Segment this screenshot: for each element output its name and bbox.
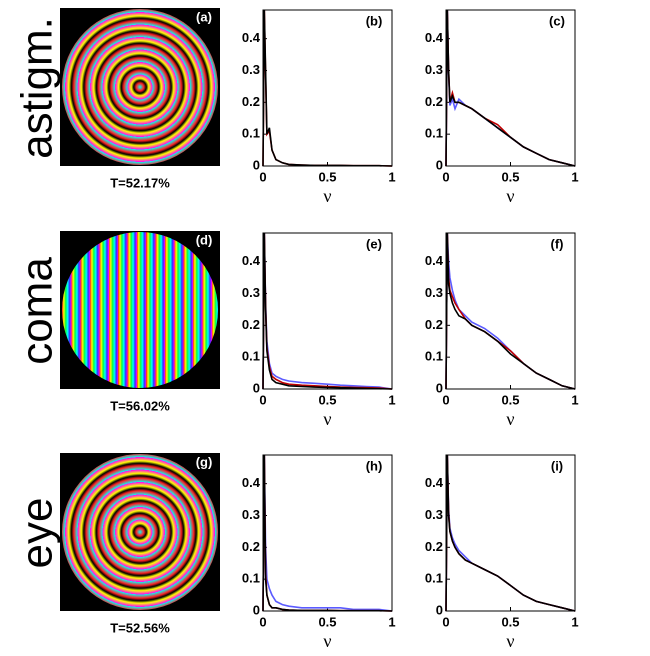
row-label: astigm.	[13, 17, 62, 159]
x-tick-label: 0.5	[501, 392, 519, 407]
plot-frame	[262, 232, 393, 390]
y-tick-label: 0.2	[242, 94, 260, 109]
curve	[445, 454, 576, 612]
x-tick-label: 1	[571, 614, 578, 629]
curve	[262, 232, 393, 390]
curve	[445, 454, 576, 612]
caption: T=52.17%	[110, 175, 170, 190]
x-tick-label: 0.5	[501, 614, 519, 629]
x-tick-label: 1	[571, 169, 578, 184]
y-tick-label: 0	[436, 380, 443, 395]
plot-frame	[445, 454, 576, 612]
phase-image	[62, 454, 218, 610]
y-tick-label: 0.1	[425, 349, 443, 364]
x-axis-label: ν	[323, 409, 331, 429]
x-tick-label: 0	[442, 392, 449, 407]
y-tick-label: 0.1	[242, 126, 260, 141]
x-tick-label: 0.5	[318, 614, 336, 629]
x-tick-label: 0.5	[318, 169, 336, 184]
y-tick-label: 0.1	[425, 126, 443, 141]
panel-label: (c)	[549, 13, 565, 28]
plot-frame	[262, 454, 393, 612]
curve	[445, 9, 576, 167]
x-tick-label: 1	[388, 169, 395, 184]
curve	[262, 9, 393, 167]
y-tick-label: 0	[253, 602, 260, 617]
curve	[262, 232, 393, 390]
x-tick-label: 0	[259, 169, 266, 184]
y-tick-label: 0.4	[242, 253, 261, 268]
y-tick-label: 0.4	[425, 253, 444, 268]
x-axis-label: ν	[506, 186, 514, 206]
y-tick-label: 0.4	[242, 475, 261, 490]
curve	[262, 9, 393, 167]
panel-label: (e)	[366, 236, 382, 251]
curve	[262, 454, 393, 612]
y-tick-label: 0.2	[425, 539, 443, 554]
plot-frame	[262, 9, 393, 167]
panel-label: (b)	[366, 13, 383, 28]
x-axis-label: ν	[323, 186, 331, 206]
y-tick-label: 0.2	[242, 317, 260, 332]
x-tick-label: 0	[442, 169, 449, 184]
curve	[262, 232, 393, 390]
plot-frame	[445, 9, 576, 167]
plot-frame	[445, 232, 576, 390]
x-tick-label: 0	[259, 392, 266, 407]
curve	[445, 454, 576, 612]
y-tick-label: 0.3	[242, 507, 260, 522]
curve	[445, 9, 576, 167]
y-tick-label: 0.3	[242, 285, 260, 300]
y-tick-label: 0.3	[425, 62, 443, 77]
y-tick-label: 0.4	[425, 475, 444, 490]
x-axis-label: ν	[506, 631, 514, 651]
panel-label: (a)	[196, 9, 212, 24]
x-tick-label: 0.5	[501, 169, 519, 184]
x-tick-label: 0	[442, 614, 449, 629]
row-label: eye	[13, 498, 62, 569]
y-tick-label: 0.4	[242, 30, 261, 45]
x-tick-label: 0	[259, 614, 266, 629]
y-tick-label: 0.3	[242, 62, 260, 77]
curve	[445, 232, 576, 390]
panel-label: (i)	[551, 458, 563, 473]
caption: T=56.02%	[110, 398, 170, 413]
y-tick-label: 0.2	[242, 539, 260, 554]
x-tick-label: 0.5	[318, 392, 336, 407]
x-tick-label: 1	[388, 392, 395, 407]
curve	[262, 454, 393, 612]
x-tick-label: 1	[388, 614, 395, 629]
y-tick-label: 0.1	[242, 349, 260, 364]
panel-label: (g)	[196, 454, 213, 469]
y-tick-label: 0.1	[425, 571, 443, 586]
y-tick-label: 0	[436, 157, 443, 172]
x-axis-label: ν	[323, 631, 331, 651]
caption: T=52.56%	[110, 620, 170, 635]
y-tick-label: 0.4	[425, 30, 444, 45]
x-axis-label: ν	[506, 409, 514, 429]
y-tick-label: 0.2	[425, 317, 443, 332]
phase-image	[62, 9, 218, 165]
curve	[262, 454, 393, 612]
phase-image	[62, 232, 218, 388]
curve	[445, 232, 576, 390]
row-label: coma	[13, 257, 62, 365]
panel-label: (d)	[196, 232, 213, 247]
y-tick-label: 0.3	[425, 507, 443, 522]
y-tick-label: 0	[253, 380, 260, 395]
y-tick-label: 0.2	[425, 94, 443, 109]
curve	[445, 232, 576, 390]
y-tick-label: 0	[436, 602, 443, 617]
panel-label: (f)	[551, 236, 564, 251]
y-tick-label: 0.3	[425, 285, 443, 300]
y-tick-label: 0	[253, 157, 260, 172]
x-tick-label: 1	[571, 392, 578, 407]
curve	[445, 9, 576, 167]
y-tick-label: 0.1	[242, 571, 260, 586]
panel-label: (h)	[366, 458, 383, 473]
